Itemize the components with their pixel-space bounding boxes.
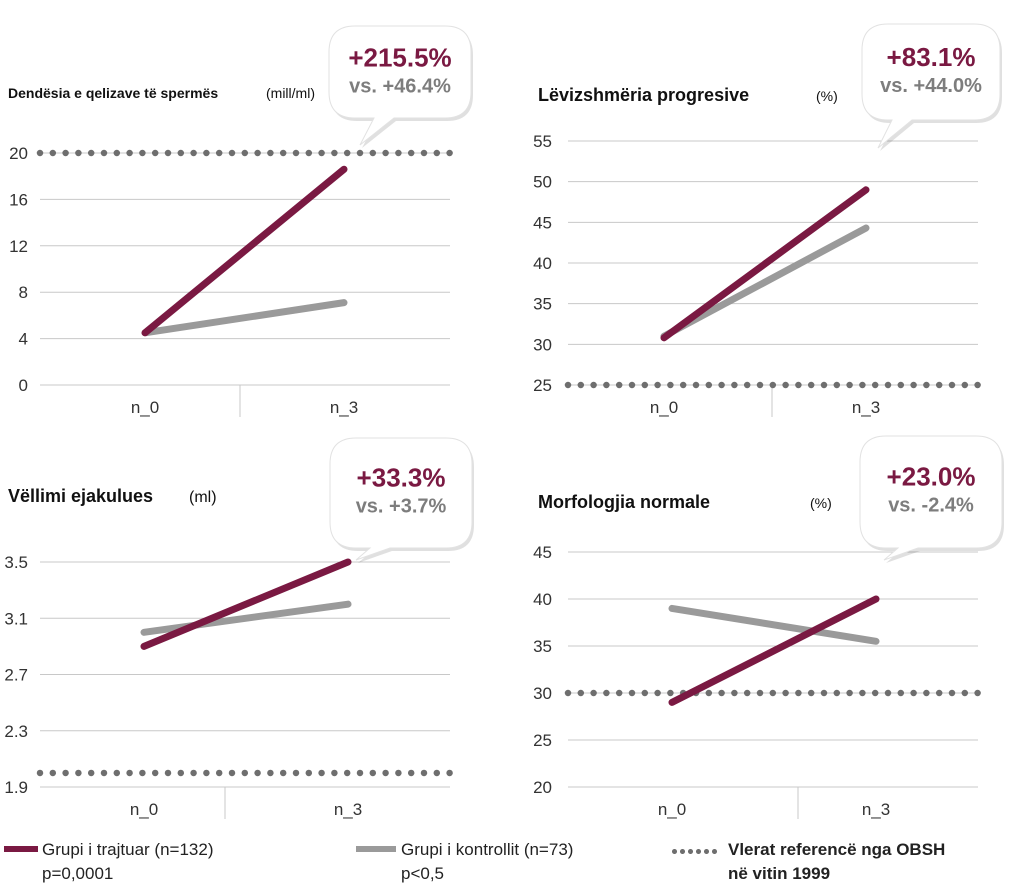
y-tick-label: 50	[533, 173, 552, 192]
chart-panel-4: 20 25 30 35 40 45 n_0 n_3 Morfologjia normale (%)…	[533, 435, 1004, 819]
callout-main-value: +33.3%	[357, 462, 446, 492]
callout-secondary-value: vs. +44.0%	[880, 75, 982, 97]
control-series-line	[140, 600, 352, 636]
callout-secondary-value: vs. +46.4%	[349, 75, 451, 97]
treated-series-line	[140, 558, 352, 650]
y-tick-label: 3.1	[4, 609, 28, 628]
y-tick-label: 2.3	[4, 722, 28, 741]
callout-main-value: +83.1%	[887, 42, 976, 72]
callout-bubble: +33.3% vs. +3.7%	[329, 437, 474, 563]
treated-series-line	[668, 595, 880, 706]
treated-series-line	[141, 165, 348, 337]
chart-title: Lëvizshmëria progresive	[538, 85, 749, 105]
chart-unit: (mill/ml)	[266, 85, 315, 101]
callout-bubble: +215.5% vs. +46.4%	[328, 25, 473, 148]
chart-title: Vëllimi ejakulues	[8, 486, 153, 506]
y-tick-label: 30	[533, 684, 552, 703]
callout-main-value: +23.0%	[887, 461, 976, 491]
callout-main-value: +215.5%	[348, 42, 451, 72]
x-tick-label: n_0	[130, 800, 158, 819]
callout-bubble: +83.1% vs. +44.0%	[861, 23, 1002, 151]
callout-secondary-value: vs. +3.7%	[356, 495, 447, 517]
x-tick-label: n_3	[334, 800, 362, 819]
legend-reference-label-1: Vlerat referencë nga OBSH	[728, 840, 946, 859]
y-tick-label: 3.5	[4, 553, 28, 572]
y-tick-label: 55	[533, 132, 552, 151]
y-tick-label: 20	[533, 778, 552, 797]
treated-series-line	[660, 186, 870, 342]
callout-body	[328, 25, 472, 146]
y-tick-label: 8	[19, 283, 28, 302]
y-tick-label: 40	[533, 254, 552, 273]
x-tick-label: n_3	[852, 398, 880, 417]
control-series-line	[668, 604, 880, 645]
legend-treated-swatch	[4, 846, 38, 852]
y-tick-label: 30	[533, 335, 552, 354]
chart-title: Morfologjia normale	[538, 492, 710, 512]
y-tick-label: 4	[19, 330, 28, 349]
x-tick-label: n_3	[862, 800, 890, 819]
callout-body	[859, 435, 1003, 561]
chart-unit: (%)	[810, 495, 832, 511]
legend-control-label: Grupi i kontrollit (n=73)	[401, 840, 574, 859]
y-tick-label: 25	[533, 376, 552, 395]
y-tick-label: 45	[533, 543, 552, 562]
legend-control-swatch	[356, 846, 396, 852]
x-tick-label: n_0	[650, 398, 678, 417]
y-tick-label: 45	[533, 213, 552, 232]
chart-unit: (%)	[816, 88, 838, 104]
chart-title: Dendësia e qelizave të spermës	[8, 85, 218, 101]
control-series-line	[141, 299, 348, 337]
legend-treated-note: p=0,0001	[42, 864, 114, 883]
callout-body	[329, 437, 473, 561]
x-tick-label: n_0	[658, 800, 686, 819]
callout-body	[861, 23, 1001, 149]
y-tick-label: 35	[533, 637, 552, 656]
y-tick-label: 1.9	[4, 778, 28, 797]
chart-panel-2: 25 30 35 40 45 50 55 n_0 n_3 Lëvizshmëria progres…	[533, 23, 1002, 417]
legend-treated-label: Grupi i trajtuar (n=132)	[42, 840, 214, 859]
y-tick-label: 40	[533, 590, 552, 609]
legend-reference-label-2: në vitin 1999	[728, 864, 831, 883]
callout-secondary-value: vs. -2.4%	[888, 494, 974, 516]
y-tick-label: 12	[9, 237, 28, 256]
legend-control-note: p<0,5	[401, 864, 445, 883]
y-tick-label: 16	[9, 190, 28, 209]
y-tick-label: 0	[19, 376, 28, 395]
callout-bubble: +23.0% vs. -2.4%	[859, 435, 1004, 563]
control-series-line	[660, 224, 870, 340]
chart-unit: (ml)	[189, 489, 217, 506]
y-tick-label: 25	[533, 731, 552, 750]
x-tick-label: n_0	[131, 398, 159, 417]
chart-panel-3: 1.9 2.3 2.7 3.1 3.5 n_0 n_3 Vëllimi ejakulues (m…	[4, 437, 474, 819]
y-tick-label: 2.7	[4, 666, 28, 685]
chart-panel-1: 0 4 8 12 16 20 n_0 n_3 Dendësia e qelizave të sp…	[8, 25, 473, 417]
y-tick-label: 35	[533, 295, 552, 314]
x-tick-label: n_3	[330, 398, 358, 417]
legend-reference-swatch	[672, 849, 720, 854]
y-tick-label: 20	[9, 144, 28, 163]
